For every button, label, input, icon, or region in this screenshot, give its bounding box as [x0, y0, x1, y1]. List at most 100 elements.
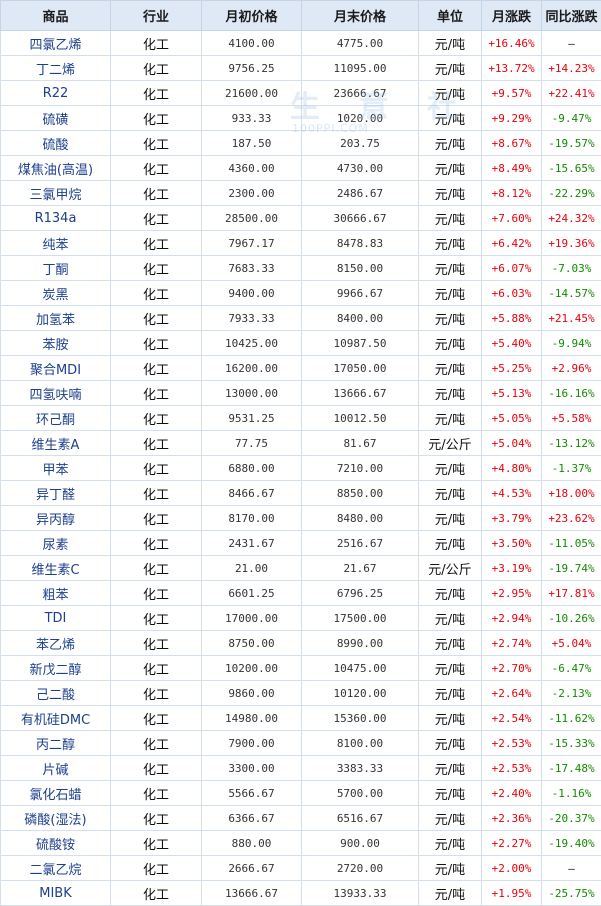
start-price-cell: 13000.00: [202, 381, 302, 406]
start-price-cell: 7933.33: [202, 306, 302, 331]
industry-cell: 化工: [111, 181, 202, 206]
yoy-change-cell: -11.05%: [542, 531, 601, 556]
unit-cell: 元/吨: [419, 581, 482, 606]
end-price-cell: 6516.67: [302, 806, 419, 831]
end-price-cell: 21.67: [302, 556, 419, 581]
monthly-change-cell: +2.94%: [482, 606, 542, 631]
commodity-name[interactable]: 氯化石蜡: [1, 781, 111, 806]
end-price-cell: 11095.00: [302, 56, 419, 81]
commodity-name[interactable]: 炭黑: [1, 281, 111, 306]
yoy-change-cell: -1.16%: [542, 781, 601, 806]
commodity-name[interactable]: 尿素: [1, 531, 111, 556]
commodity-name[interactable]: 苯胺: [1, 331, 111, 356]
monthly-change-cell: +2.00%: [482, 856, 542, 881]
end-price-cell: 203.75: [302, 131, 419, 156]
industry-cell: 化工: [111, 306, 202, 331]
start-price-cell: 9756.25: [202, 56, 302, 81]
start-price-cell: 28500.00: [202, 206, 302, 231]
commodity-name[interactable]: 加氢苯: [1, 306, 111, 331]
commodity-name[interactable]: TDI: [1, 606, 111, 631]
yoy-change-cell: -14.57%: [542, 281, 601, 306]
header-end-price[interactable]: 月末价格: [302, 1, 419, 31]
start-price-cell: 9860.00: [202, 681, 302, 706]
end-price-cell: 1020.00: [302, 106, 419, 131]
monthly-change-cell: +4.53%: [482, 481, 542, 506]
monthly-change-cell: +5.88%: [482, 306, 542, 331]
header-unit[interactable]: 单位: [419, 1, 482, 31]
end-price-cell: 17050.00: [302, 356, 419, 381]
yoy-change-cell: -11.62%: [542, 706, 601, 731]
monthly-change-cell: +7.60%: [482, 206, 542, 231]
monthly-change-cell: +8.12%: [482, 181, 542, 206]
commodity-name[interactable]: 丁二烯: [1, 56, 111, 81]
commodity-name[interactable]: 煤焦油(高温): [1, 156, 111, 181]
end-price-cell: 6796.25: [302, 581, 419, 606]
commodity-name[interactable]: 三氯甲烷: [1, 181, 111, 206]
commodity-name[interactable]: 四氢呋喃: [1, 381, 111, 406]
yoy-change-cell: +23.62%: [542, 506, 601, 531]
commodity-name[interactable]: 纯苯: [1, 231, 111, 256]
unit-cell: 元/吨: [419, 856, 482, 881]
industry-cell: 化工: [111, 706, 202, 731]
commodity-name[interactable]: 硫磺: [1, 106, 111, 131]
monthly-change-cell: +16.46%: [482, 31, 542, 56]
commodity-name[interactable]: 维生素A: [1, 431, 111, 456]
monthly-change-cell: +2.74%: [482, 631, 542, 656]
commodity-name[interactable]: 丙二醇: [1, 731, 111, 756]
industry-cell: 化工: [111, 331, 202, 356]
commodity-name[interactable]: 环己酮: [1, 406, 111, 431]
industry-cell: 化工: [111, 681, 202, 706]
commodity-name[interactable]: 聚合MDI: [1, 356, 111, 381]
commodity-name[interactable]: 苯乙烯: [1, 631, 111, 656]
commodity-name[interactable]: R22: [1, 81, 111, 106]
commodity-name[interactable]: 硫酸铵: [1, 831, 111, 856]
commodity-name[interactable]: R134a: [1, 206, 111, 231]
industry-cell: 化工: [111, 206, 202, 231]
unit-cell: 元/吨: [419, 806, 482, 831]
header-monthly-change[interactable]: 月涨跌: [482, 1, 542, 31]
yoy-change-cell: -19.40%: [542, 831, 601, 856]
monthly-change-cell: +2.95%: [482, 581, 542, 606]
header-start-price[interactable]: 月初价格: [202, 1, 302, 31]
industry-cell: 化工: [111, 531, 202, 556]
commodity-name[interactable]: 甲苯: [1, 456, 111, 481]
commodity-name[interactable]: 硫酸: [1, 131, 111, 156]
yoy-change-cell: -16.16%: [542, 381, 601, 406]
yoy-change-cell: -15.65%: [542, 156, 601, 181]
header-yoy-change[interactable]: 同比涨跌: [542, 1, 601, 31]
commodity-name[interactable]: 己二酸: [1, 681, 111, 706]
start-price-cell: 8170.00: [202, 506, 302, 531]
end-price-cell: 4730.00: [302, 156, 419, 181]
monthly-change-cell: +9.57%: [482, 81, 542, 106]
commodity-name[interactable]: 粗苯: [1, 581, 111, 606]
commodity-name[interactable]: 磷酸(湿法): [1, 806, 111, 831]
header-commodity[interactable]: 商品: [1, 1, 111, 31]
commodity-name[interactable]: 异丁醛: [1, 481, 111, 506]
unit-cell: 元/吨: [419, 706, 482, 731]
start-price-cell: 6880.00: [202, 456, 302, 481]
industry-cell: 化工: [111, 631, 202, 656]
monthly-change-cell: +2.53%: [482, 731, 542, 756]
commodity-name[interactable]: 维生素C: [1, 556, 111, 581]
commodity-name[interactable]: 新戊二醇: [1, 656, 111, 681]
header-industry[interactable]: 行业: [111, 1, 202, 31]
commodity-name[interactable]: 二氯乙烷: [1, 856, 111, 881]
commodity-name[interactable]: 异丙醇: [1, 506, 111, 531]
unit-cell: 元/吨: [419, 506, 482, 531]
end-price-cell: 81.67: [302, 431, 419, 456]
commodity-name[interactable]: 有机硅DMC: [1, 706, 111, 731]
commodity-name[interactable]: 丁酮: [1, 256, 111, 281]
unit-cell: 元/吨: [419, 531, 482, 556]
commodity-name[interactable]: 四氯乙烯: [1, 31, 111, 56]
commodity-name[interactable]: 片碱: [1, 756, 111, 781]
industry-cell: 化工: [111, 481, 202, 506]
